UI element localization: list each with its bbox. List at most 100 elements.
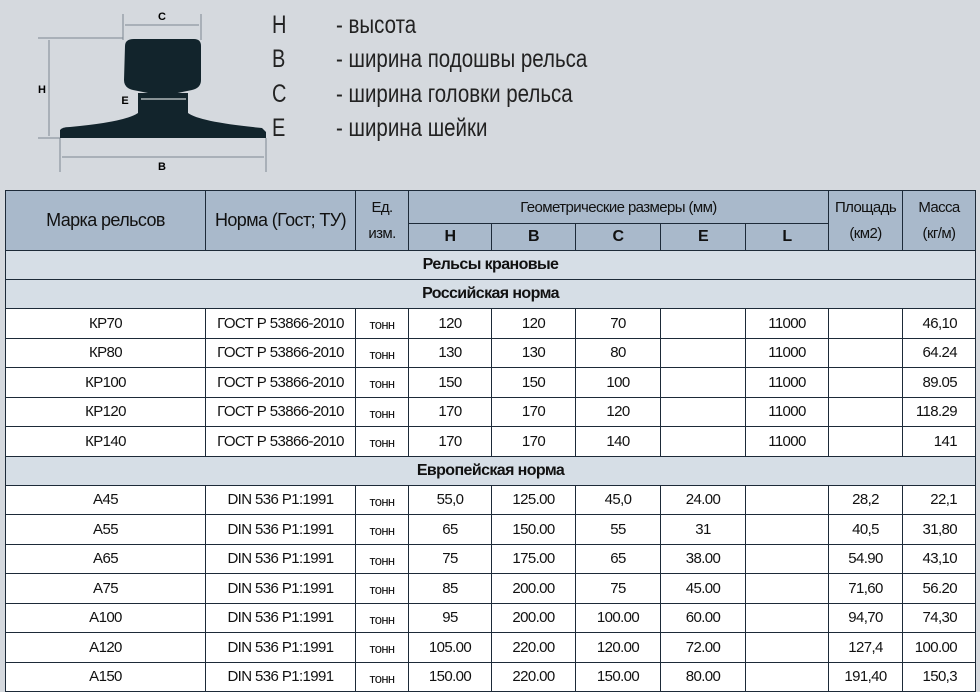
cell-l	[745, 543, 829, 574]
cell-l: 11000	[745, 337, 829, 368]
cell-norm: DIN 536 P1:1991	[205, 573, 356, 604]
cell-e	[660, 337, 746, 368]
cell-mass: 141	[902, 426, 976, 457]
cell-e: 72.00	[660, 632, 746, 663]
cell-area	[828, 396, 903, 427]
label-b: B	[158, 161, 166, 173]
cell-h: 170	[408, 426, 492, 457]
cell-e	[660, 308, 746, 339]
cell-l	[745, 514, 829, 545]
cell-norm: DIN 536 P1:1991	[205, 514, 356, 545]
cell-area: 191,40	[828, 661, 903, 692]
cell-h: 85	[408, 573, 492, 604]
cell-h: 65	[408, 514, 492, 545]
cell-h: 55,0	[408, 484, 492, 515]
cell-norm: DIN 536 P1:1991	[205, 632, 356, 663]
table-row: А55 DIN 536 P1:1991 тонн 65 150.00 55 31 40,5 31…	[5, 514, 976, 545]
cell-unit: тонн	[355, 602, 409, 633]
cell-area	[828, 367, 903, 398]
table-row: КР140 ГОСТ Р 53866-2010 тонн 170 170 140 11000…	[5, 426, 976, 457]
cell-h: 170	[408, 396, 492, 427]
table-row: А150 DIN 536 P1:1991 тонн 150.00 220.00 150.0…	[5, 661, 976, 692]
cell-h: 130	[408, 337, 492, 368]
cell-area: 28,2	[828, 484, 903, 515]
cell-norm: DIN 536 P1:1991	[205, 543, 356, 574]
cell-c: 150.00	[575, 661, 661, 692]
cell-c: 100.00	[575, 602, 661, 633]
cell-area: 54.90	[828, 543, 903, 574]
cell-unit: тонн	[355, 661, 409, 692]
cell-area: 40,5	[828, 514, 903, 545]
legend-symbol: E	[272, 114, 286, 143]
cell-e: 38.00	[660, 543, 746, 574]
header-dim-l: L	[745, 223, 829, 251]
cell-e	[660, 396, 746, 427]
cell-e: 80.00	[660, 661, 746, 692]
cell-unit: тонн	[355, 308, 409, 339]
cell-l: 11000	[745, 308, 829, 339]
table-row: А75 DIN 536 P1:1991 тонн 85 200.00 75 45.00 71,…	[5, 573, 976, 604]
cell-mass: 31,80	[902, 514, 976, 545]
cell-mass: 64.24	[902, 337, 976, 368]
table-row: КР120 ГОСТ Р 53866-2010 тонн 170 170 120 11000…	[5, 396, 976, 427]
cell-brand: А150	[5, 661, 206, 692]
cell-h: 120	[408, 308, 492, 339]
cell-brand: КР140	[5, 426, 206, 457]
rail-profile-diagram: C H E B	[38, 11, 267, 173]
table-row: КР100 ГОСТ Р 53866-2010 тонн 150 150 100 11000…	[5, 367, 976, 398]
cell-norm: DIN 536 P1:1991	[205, 661, 356, 692]
cell-b: 125.00	[491, 484, 576, 515]
cell-brand: А75	[5, 573, 206, 604]
header-dim-h: H	[408, 223, 492, 251]
cell-b: 220.00	[491, 632, 576, 663]
cell-area: 127,4	[828, 632, 903, 663]
cell-norm: ГОСТ Р 53866-2010	[205, 337, 356, 368]
cell-h: 95	[408, 602, 492, 633]
cell-c: 70	[575, 308, 661, 339]
cell-b: 170	[491, 396, 576, 427]
group-title-row: Европейская норма	[5, 455, 976, 486]
dimension-legend: H - высота B - ширина подошвы рельса C - шири…	[272, 8, 642, 146]
legend-item: E - ширина шейки	[272, 112, 642, 147]
cell-h: 150.00	[408, 661, 492, 692]
cell-c: 100	[575, 367, 661, 398]
table-row: А65 DIN 536 P1:1991 тонн 75 175.00 65 38.00 54.…	[5, 543, 976, 574]
legend-symbol: B	[272, 45, 286, 74]
cell-unit: тонн	[355, 484, 409, 515]
cell-area	[828, 426, 903, 457]
label-h: H	[38, 84, 46, 96]
header-norm: Норма (Гост; ТУ)	[205, 190, 356, 251]
cell-unit: тонн	[355, 573, 409, 604]
cell-c: 140	[575, 426, 661, 457]
cell-norm: DIN 536 P1:1991	[205, 602, 356, 633]
cell-h: 105.00	[408, 632, 492, 663]
cell-c: 120.00	[575, 632, 661, 663]
cell-unit: тонн	[355, 337, 409, 368]
rails-table: Марка рельсов Норма (Гост; ТУ) Ед. изм. …	[5, 190, 976, 692]
cell-brand: КР70	[5, 308, 206, 339]
cell-l	[745, 632, 829, 663]
table-row: А45 DIN 536 P1:1991 тонн 55,0 125.00 45,0 24.0…	[5, 484, 976, 515]
cell-area	[828, 337, 903, 368]
table-row: КР80 ГОСТ Р 53866-2010 тонн 130 130 80 11000 64…	[5, 337, 976, 368]
cell-b: 130	[491, 337, 576, 368]
cell-l	[745, 661, 829, 692]
cell-l	[745, 602, 829, 633]
legend-symbol: H	[272, 10, 287, 39]
label-e: E	[121, 95, 128, 107]
cell-c: 55	[575, 514, 661, 545]
cell-mass: 118.29	[902, 396, 976, 427]
cell-h: 150	[408, 367, 492, 398]
cell-mass: 150,3	[902, 661, 976, 692]
cell-brand: А120	[5, 632, 206, 663]
cell-norm: ГОСТ Р 53866-2010	[205, 396, 356, 427]
table-row: А120 DIN 536 P1:1991 тонн 105.00 220.00 120.0…	[5, 632, 976, 663]
cell-brand: А55	[5, 514, 206, 545]
cell-c: 75	[575, 573, 661, 604]
cell-mass: 100.00	[902, 632, 976, 663]
cell-norm: ГОСТ Р 53866-2010	[205, 426, 356, 457]
cell-e: 24.00	[660, 484, 746, 515]
cell-norm: DIN 536 P1:1991	[205, 484, 356, 515]
cell-brand: А65	[5, 543, 206, 574]
cell-norm: ГОСТ Р 53866-2010	[205, 367, 356, 398]
